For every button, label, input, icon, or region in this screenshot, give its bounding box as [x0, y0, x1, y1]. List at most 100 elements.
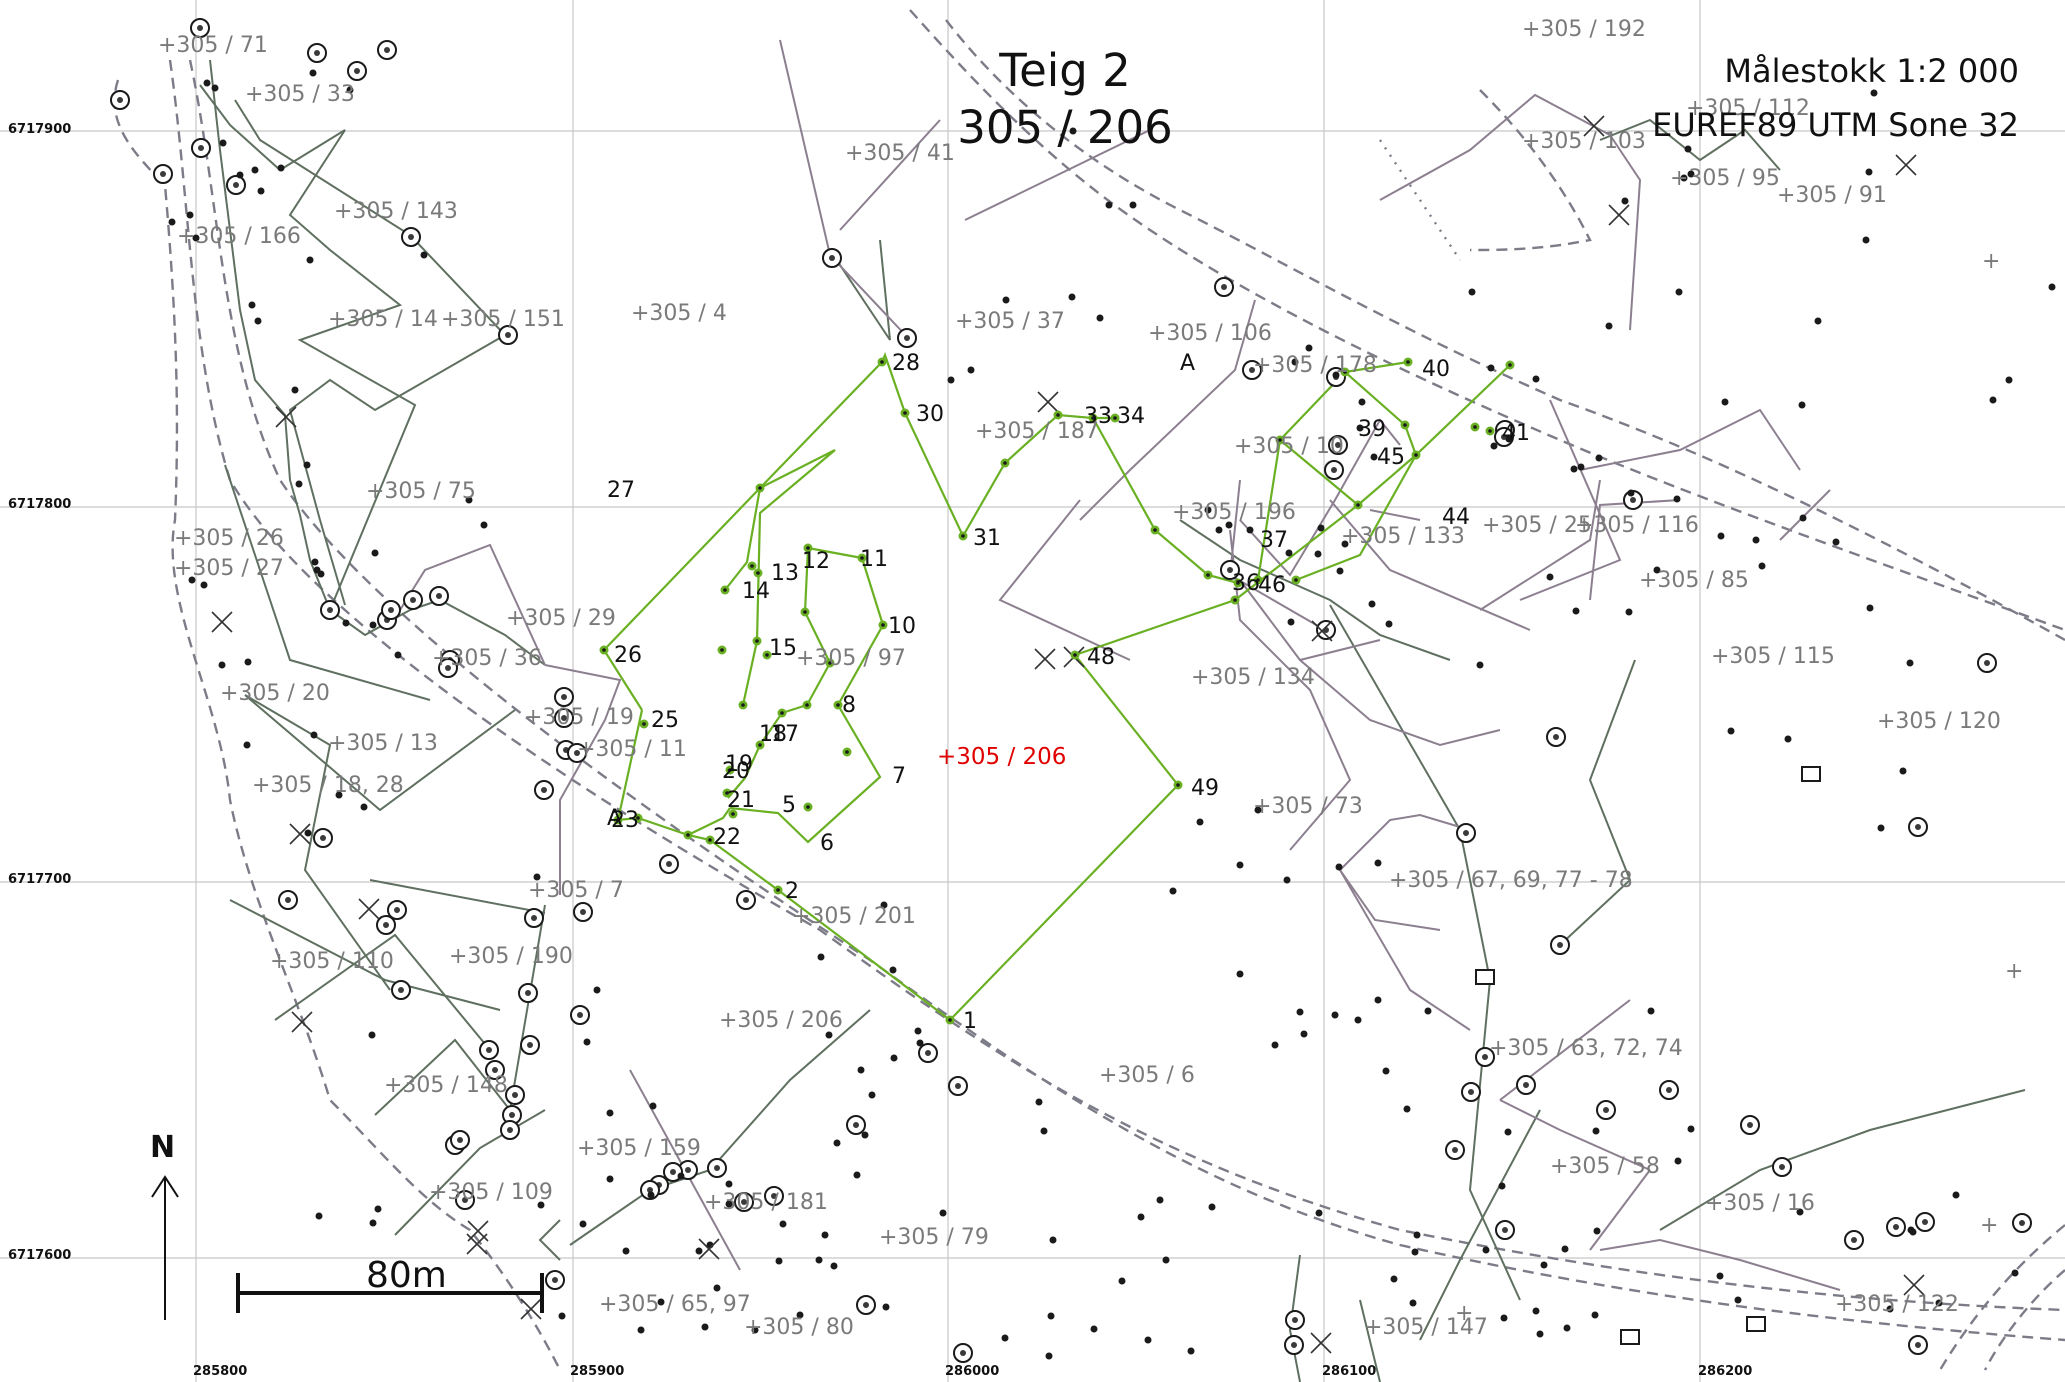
vertex-dot: [1490, 442, 1498, 450]
vertex-dot: [1283, 876, 1291, 884]
neighbor-line: [1079, 299, 1256, 521]
cross-marker: [275, 406, 297, 428]
vertex-dot: [1796, 1208, 1804, 1216]
vertex-dot: [1129, 201, 1137, 209]
point-label: 6: [820, 831, 834, 856]
neighbor-line: [274, 933, 491, 1051]
parcel-label: +305 / 110: [270, 949, 394, 974]
vertex-dot: [1673, 495, 1681, 503]
vertex-dot: [775, 1257, 783, 1265]
boundary-marker: [1557, 942, 1563, 948]
vertex-dot: [815, 1256, 823, 1264]
point-label: 48: [1087, 645, 1115, 670]
vertex-dot: [168, 218, 176, 226]
boundary-marker: [574, 750, 580, 756]
vertex-dot: [1504, 1128, 1512, 1136]
boundary-marker: [1779, 1164, 1785, 1170]
neighbor-boundaries: [199, 39, 2026, 1382]
point-label: 12: [802, 549, 830, 574]
vertex-dot: [188, 576, 196, 584]
grid-label-easting: 286100: [1322, 1364, 1377, 1379]
point-label: 7: [892, 764, 906, 789]
vertex-dot: [889, 966, 897, 974]
vertex-dot: [211, 84, 219, 92]
vertex-dot: [853, 1171, 861, 1179]
vertex-dot: [203, 79, 211, 87]
neighbor-line: [1288, 1254, 1301, 1382]
boundary-point: [720, 648, 724, 652]
parcel-label: +305 / 201: [792, 904, 916, 929]
boundary-marker: [1452, 1147, 1458, 1153]
boundary-marker: [285, 897, 291, 903]
cross-marker: [289, 823, 311, 845]
parcel-label: +305 / 16: [1705, 1191, 1815, 1216]
vertex-dot: [186, 211, 194, 219]
boundary-marker: [505, 332, 511, 338]
point-label: 39: [1358, 417, 1386, 442]
vertex-dot: [1254, 806, 1262, 814]
vertex-dot: [606, 1175, 614, 1183]
parcel-label: +305 / 151: [441, 307, 565, 332]
vertex-dot: [1482, 1246, 1490, 1254]
point-label: 22: [713, 825, 741, 850]
neighbor-line: [1499, 1099, 1651, 1171]
scale-text: Målestokk 1:2 000: [1724, 52, 2019, 90]
north-arrow-label: N: [150, 1130, 176, 1165]
neighbor-line: [1329, 499, 1531, 631]
road-line: [188, 59, 2065, 1342]
boundary-point: [602, 648, 606, 652]
vertex-dot: [192, 234, 200, 242]
neighbor-line: [1519, 399, 1622, 601]
boundary-point: [776, 888, 780, 892]
vertex-dot: [1907, 1226, 1915, 1234]
cross-marker: [211, 611, 233, 633]
vertex-dot: [537, 1201, 545, 1209]
boundary-point: [1256, 578, 1260, 582]
boundary-point: [836, 703, 840, 707]
vertex-dot: [1035, 1098, 1043, 1106]
parcel-label: +305 / 75: [366, 479, 476, 504]
boundary-marker: [1666, 1087, 1672, 1093]
boundary-marker: [410, 597, 416, 603]
parcel-label: +305 / 63, 72, 74: [1489, 1036, 1683, 1061]
boundary-marker: [863, 1302, 869, 1308]
neighbor-line: [1599, 1238, 1841, 1291]
point-label: 20: [722, 759, 750, 784]
vertex-dot: [1300, 1030, 1308, 1038]
point-label: 28: [892, 351, 920, 376]
boundary-markers: [110, 18, 2056, 1363]
boundary-marker: [1291, 1342, 1297, 1348]
map-subtitle: 305 / 206: [957, 101, 1173, 154]
parcel-label: +305 / 116: [1575, 513, 1699, 538]
boundary-point: [880, 360, 884, 364]
square-marker: [1475, 969, 1495, 985]
vertex-dot: [725, 1180, 733, 1188]
boundary-marker: [233, 182, 239, 188]
vertex-dot: [420, 251, 428, 259]
road-line: [168, 59, 2065, 1312]
vertex-dot: [890, 1054, 898, 1062]
boundary-point: [948, 1018, 952, 1022]
boundary-point: [758, 743, 762, 747]
parcel-label: +305 / 79: [879, 1225, 989, 1250]
angle-marker: A: [1180, 351, 1195, 376]
vertex-dot: [1832, 538, 1840, 546]
vertex-dot: [1390, 1275, 1398, 1283]
vertex-dot: [1068, 293, 1076, 301]
boundary-line: [1295, 454, 1417, 582]
plus-mark: +: [1982, 249, 2000, 274]
vertex-dot: [1208, 1203, 1216, 1211]
vertex-dot: [868, 1091, 876, 1099]
boundary-marker: [512, 1092, 518, 1098]
boundary-point: [750, 564, 754, 568]
vertex-dot: [369, 1219, 377, 1227]
vertex-dot: [1877, 824, 1885, 832]
parcel-label: +305 / 190: [449, 944, 573, 969]
boundary-marker: [408, 234, 414, 240]
boundary-point: [756, 571, 760, 575]
vertex-dot: [622, 1247, 630, 1255]
neighbor-line: [1339, 813, 1471, 871]
vertex-dot: [465, 496, 473, 504]
vertex-dot: [1144, 1336, 1152, 1344]
vertex-dot: [1721, 398, 1729, 406]
